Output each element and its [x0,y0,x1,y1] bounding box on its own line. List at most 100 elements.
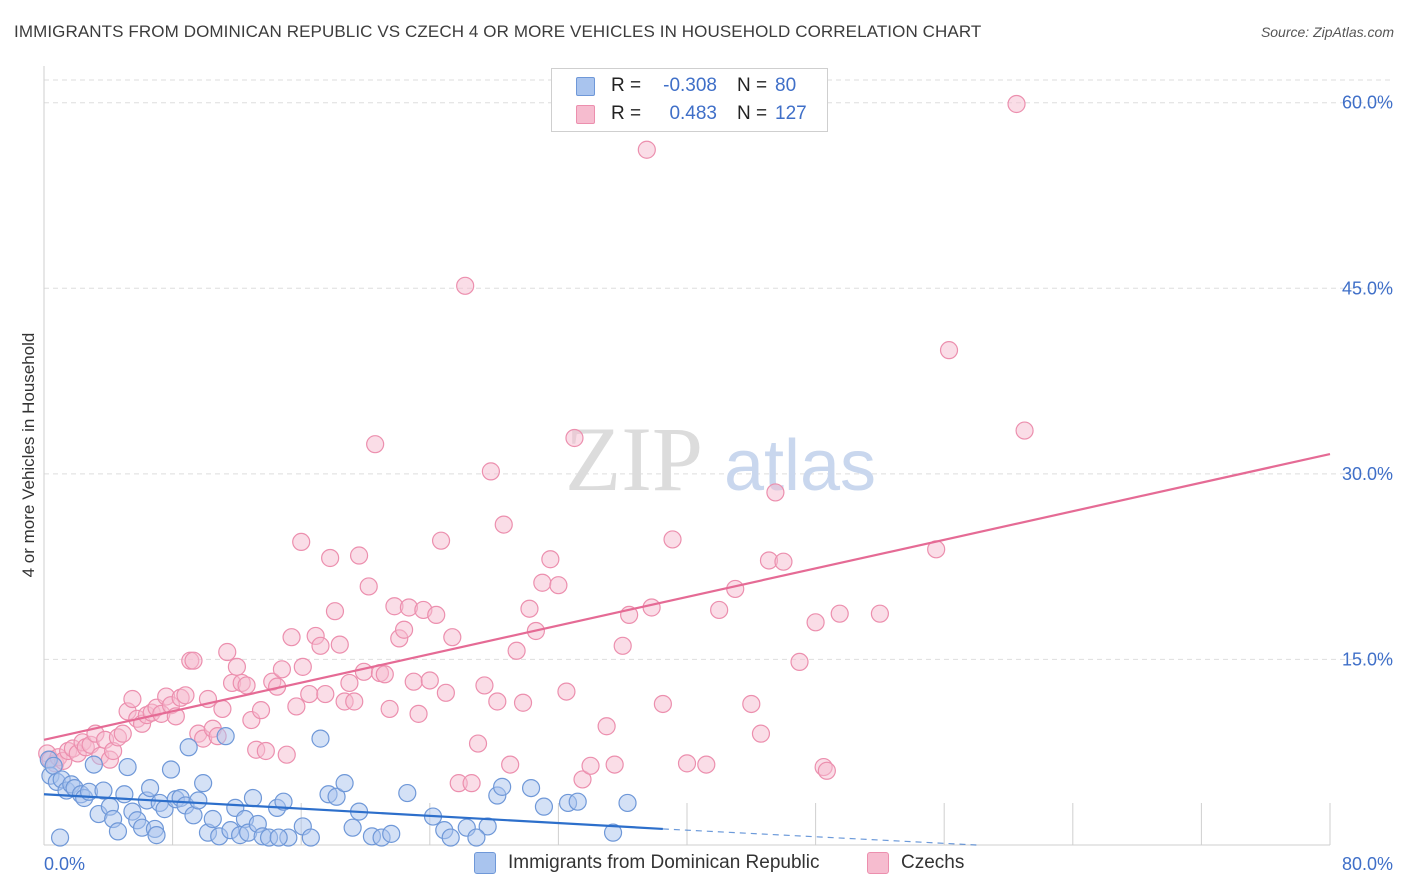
czechs-point [345,692,364,711]
czechs-point [420,671,439,690]
y-tick-label: 30.0% [1342,464,1393,484]
legend-swatch-blue [576,76,595,96]
czechs-point [557,682,576,701]
dominican-republic-point [203,809,222,829]
czechs-point [443,628,462,647]
dominican-republic-point [618,793,637,813]
czechs-point [359,577,378,596]
czechs-point [300,684,319,704]
dominican-republic-point [50,828,70,847]
dominican-republic-point [269,828,288,847]
dominican-republic-point [243,788,263,808]
legend-n-label: N = [737,75,768,96]
czechs-point [113,724,132,743]
dominican-republic-point [118,757,137,777]
czechs-point [697,755,716,774]
czechs-point [766,483,785,502]
czechs-point [282,628,301,647]
dominican-republic-point [115,785,134,804]
czechs-point [409,704,428,723]
dominican-republic-point [274,792,293,811]
czechs-point [287,697,306,716]
chart-title: IMMIGRANTS FROM DOMINICAN REPUBLIC VS CZ… [14,22,982,41]
czechs-point [349,546,369,565]
czechs-point [427,605,446,625]
czechs-point [565,428,584,448]
czechs-point [256,741,275,761]
series-legend-label-blue: Immigrants from Dominican Republic [508,852,820,873]
dominican-trend-line [43,793,663,831]
czechs-point [380,699,399,719]
dominican-republic-point [108,822,128,841]
czechs-point [375,665,394,684]
dominican-republic-point [382,824,401,843]
czechs-point [541,550,560,569]
dominican-republic-point [568,792,587,811]
czechs-point [520,599,539,618]
czechs-point [870,604,890,623]
czechs-point [436,683,455,702]
czechs-point [488,692,507,711]
czechs-point [513,693,533,712]
dominican-republic-point [398,783,417,803]
series-dominican-republic [39,727,637,847]
dominican-republic-point [147,826,166,845]
czechs-point [468,734,488,753]
series-legend: Immigrants from Dominican Republic Czech… [0,852,1406,878]
czechs-point [311,636,330,655]
dominican-republic-point [311,729,330,748]
x-tick-label-max: 80.0% [1342,854,1393,874]
czechs-point [751,724,771,743]
czechs-point [218,642,237,662]
watermark: ZIP atlas [565,408,876,510]
czechs-point [637,140,656,159]
czechs-point [597,717,616,736]
czechs-point [806,613,825,632]
czechs-point [573,770,592,789]
legend-n-value-pink: 127 [775,103,807,124]
dominican-republic-point [478,817,497,836]
series-legend-item-pink: Czechs [867,852,964,874]
grid-lines [44,79,1392,660]
czechs-point [251,701,271,720]
y-tick-label: 45.0% [1342,278,1393,298]
czechs-point [677,754,697,773]
czechs-point [710,600,729,620]
czechs-point [642,598,661,617]
czechs-point [830,604,849,623]
dominican-republic-point [140,778,160,798]
czechs-point [366,435,385,454]
x-tick-label-min: 0.0% [44,854,85,874]
dominican-republic-point [343,818,362,837]
dominican-republic-point [179,738,198,757]
czechs-point [774,552,793,571]
dominican-republic-point [493,777,512,796]
series-legend-label-pink: Czechs [901,852,965,873]
czechs-point [340,673,359,693]
legend-n-value-blue: 80 [775,75,797,96]
czechs-point [481,462,500,481]
czechs-point [237,676,256,695]
czechs-point [726,579,745,599]
czechs-point [456,276,475,295]
dominican-republic-point [327,787,346,806]
series-legend-swatch-pink [867,852,889,874]
axes [43,66,1331,846]
watermark-zip: ZIP [565,408,703,510]
y-tick-label: 60.0% [1342,93,1393,113]
dominican-republic-point [467,828,486,847]
czechs-point [176,686,195,705]
czechs-point [272,660,292,679]
dominican-republic-point [335,774,354,793]
czechs-point [404,672,423,691]
legend-n-label: N = [737,103,768,124]
czechs-point [613,636,632,655]
czechs-point [462,774,481,793]
czechs-point [533,573,552,592]
czechs-point [325,602,345,621]
dominican-republic-point [441,828,460,847]
czechs-point [123,689,142,709]
czechs-point [292,532,311,552]
czechs-point [549,576,568,595]
czechs-point [475,676,494,695]
